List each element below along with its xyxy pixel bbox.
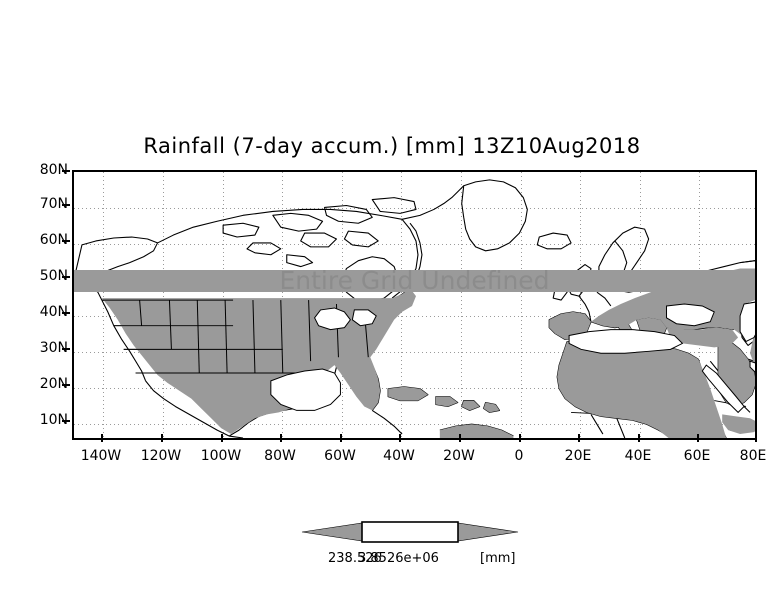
gridline-horizontal bbox=[74, 352, 755, 353]
gridline-horizontal bbox=[74, 316, 755, 317]
y-tick-label: 80N bbox=[39, 162, 68, 178]
y-axis: 80N 70N 60N 50N 40N 30N 20N 10N bbox=[18, 162, 68, 440]
x-tick-label: 20W bbox=[443, 448, 475, 464]
x-tick-label: 80E bbox=[739, 448, 767, 464]
x-tick-label: 0 bbox=[514, 448, 524, 464]
gridline-vertical bbox=[580, 172, 581, 438]
x-tick-label: 100W bbox=[200, 448, 242, 464]
x-tick-label: 40W bbox=[383, 448, 415, 464]
x-tick-label: 140W bbox=[80, 448, 122, 464]
x-tick-label: 60W bbox=[324, 448, 356, 464]
map-plot-area[interactable]: Entire Grid Undefined bbox=[72, 170, 757, 440]
colorbar-max-label: 3.8526e+06 bbox=[358, 551, 439, 566]
x-tick-label: 60E bbox=[683, 448, 711, 464]
gridline-horizontal bbox=[74, 424, 755, 425]
page-title: Rainfall (7-day accum.) [mm] 13Z10Aug201… bbox=[143, 134, 641, 158]
undefined-band bbox=[74, 270, 755, 292]
y-tick-label: 10N bbox=[39, 412, 68, 428]
x-tick-label: 120W bbox=[140, 448, 182, 464]
y-tick-label: 50N bbox=[39, 268, 68, 284]
x-tick-label: 80W bbox=[264, 448, 296, 464]
x-tick-label: 20E bbox=[564, 448, 592, 464]
y-tick-label: 70N bbox=[39, 196, 68, 212]
gridline-vertical bbox=[461, 172, 462, 438]
gridline-vertical bbox=[103, 172, 104, 438]
colorbar-swatches bbox=[301, 521, 519, 543]
x-axis: 140W 120W 100W 80W 60W 40W 20W 0 20E 40E… bbox=[72, 434, 766, 470]
y-tick-label: 30N bbox=[39, 340, 68, 356]
y-tick-label: 20N bbox=[39, 376, 68, 392]
colorbar-labels: 238.526 3.8526e+06 [mm] bbox=[240, 551, 580, 571]
y-tick-label: 60N bbox=[39, 232, 68, 248]
colorbar-units-label: [mm] bbox=[480, 551, 516, 566]
world-map-outlines bbox=[75, 179, 755, 438]
x-tick-label: 40E bbox=[624, 448, 652, 464]
gridline-vertical bbox=[521, 172, 522, 438]
gridline-horizontal bbox=[74, 244, 755, 245]
gridline-horizontal bbox=[74, 208, 755, 209]
colorbar[interactable]: 238.526 3.8526e+06 [mm] bbox=[300, 515, 520, 575]
y-tick-label: 40N bbox=[39, 304, 68, 320]
colorbar-min-label: 238.526 bbox=[328, 551, 382, 566]
